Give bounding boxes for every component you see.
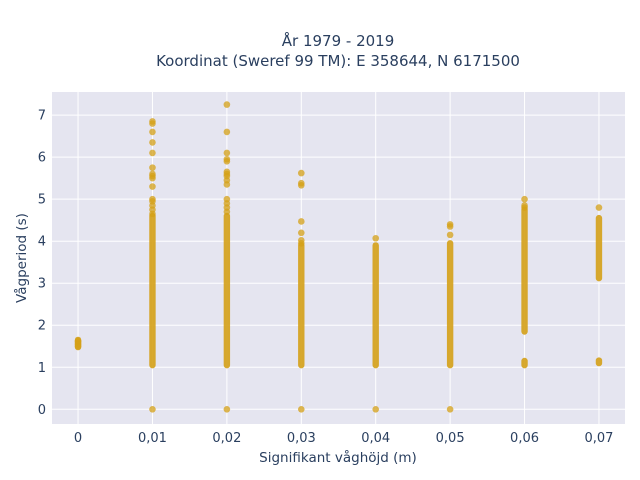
data-point — [297, 169, 305, 177]
y-tick-label: 6 — [38, 151, 46, 166]
data-point — [595, 204, 603, 211]
x-tick-label: 0,02 — [212, 431, 241, 446]
data-point — [223, 149, 231, 157]
data-point — [297, 237, 305, 244]
point-cluster — [521, 206, 528, 335]
data-point — [149, 195, 156, 203]
data-point — [149, 128, 156, 136]
data-point — [297, 229, 305, 237]
y-tick-label: 0 — [38, 403, 46, 418]
x-tick-label: 0,07 — [584, 431, 613, 446]
data-point — [149, 149, 156, 157]
x-tick-label: 0,04 — [361, 431, 390, 446]
y-tick-label: 7 — [38, 109, 46, 124]
data-point — [149, 139, 156, 146]
data-point — [74, 337, 82, 345]
y-tick-label: 2 — [38, 319, 46, 334]
y-tick-label: 5 — [38, 193, 46, 208]
data-point — [149, 183, 156, 190]
chart-title-line1: År 1979 - 2019 — [282, 31, 395, 50]
point-cluster — [149, 212, 156, 369]
data-point — [223, 195, 231, 203]
data-point — [223, 168, 231, 176]
point-cluster — [372, 242, 379, 369]
x-tick-label: 0,01 — [138, 431, 167, 446]
data-point — [223, 101, 231, 108]
data-points — [74, 101, 603, 413]
data-point — [149, 118, 156, 125]
data-point — [297, 179, 305, 187]
x-tick-label: 0,03 — [287, 431, 316, 446]
data-point — [149, 405, 156, 413]
point-cluster — [446, 240, 454, 369]
data-point — [149, 164, 156, 171]
data-point — [297, 405, 305, 413]
data-point — [446, 221, 454, 228]
y-tick-label: 1 — [38, 361, 46, 376]
data-point — [521, 202, 528, 209]
data-point — [372, 234, 380, 242]
point-cluster — [595, 357, 603, 367]
data-point — [446, 405, 454, 413]
point-cluster — [298, 242, 305, 369]
y-axis-ticks: 0 1 2 3 4 5 6 7 — [38, 109, 46, 418]
plot-area — [52, 92, 625, 424]
data-point — [149, 170, 156, 178]
data-point — [297, 218, 305, 225]
data-point — [223, 128, 231, 136]
data-point — [223, 405, 231, 413]
y-tick-label: 4 — [38, 235, 46, 250]
point-cluster — [595, 214, 603, 282]
x-tick-label: 0,06 — [510, 431, 539, 446]
x-axis-ticks: 0 0,01 0,02 0,03 0,04 0,05 0,06 0,07 — [74, 431, 614, 446]
data-point — [446, 231, 454, 239]
x-tick-label: 0,05 — [436, 431, 465, 446]
point-cluster — [521, 357, 528, 369]
y-axis-title: Vågperiod (s) — [13, 213, 30, 303]
y-tick-label: 3 — [38, 277, 46, 292]
chart-title-line2: Koordinat (Sweref 99 TM): E 358644, N 61… — [156, 52, 520, 70]
data-point — [223, 155, 231, 163]
x-tick-label: 0 — [74, 431, 82, 446]
data-point — [521, 195, 528, 203]
x-axis-title: Signifikant våghöjd (m) — [259, 449, 417, 466]
data-point — [372, 405, 380, 413]
point-cluster — [223, 212, 231, 369]
